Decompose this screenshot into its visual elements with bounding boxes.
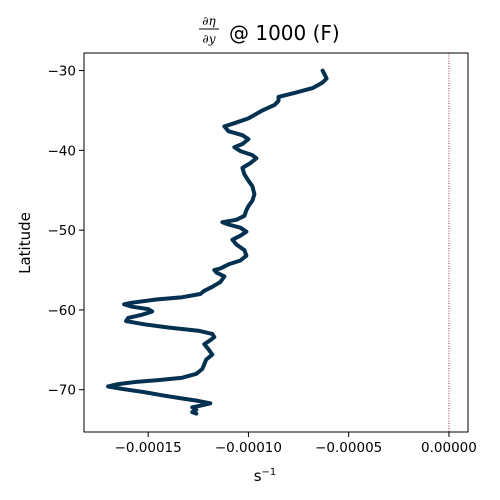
title-fraction-denominator: ∂y xyxy=(203,32,216,46)
series-line-0 xyxy=(106,68,329,416)
y-axis-ticks: −30 −40 −50 −60 −70 xyxy=(48,64,84,399)
y-tick-label-0: −30 xyxy=(48,64,77,80)
x-tick-label-2: −0.00005 xyxy=(315,440,382,456)
y-axis-label: Latitude xyxy=(16,212,34,274)
title-text: @ 1000 (F) xyxy=(229,21,340,45)
chart-title: ∂η ∂y @ 1000 (F) xyxy=(199,14,340,46)
x-tick-label-0: −0.00015 xyxy=(115,440,182,456)
x-axis-label: s−1 xyxy=(254,467,277,485)
y-tick-label-2: −50 xyxy=(48,223,77,239)
y-tick-label-1: −40 xyxy=(48,143,77,159)
x-axis-ticks: −0.00015 −0.00010 −0.00005 0.00000 xyxy=(115,432,477,456)
y-tick-label-4: −70 xyxy=(48,383,77,399)
plot-frame xyxy=(83,52,469,433)
x-tick-label-3: 0.00000 xyxy=(421,440,477,456)
x-tick-label-1: −0.00010 xyxy=(215,440,282,456)
y-tick-label-3: −60 xyxy=(48,303,77,319)
title-fraction-numerator: ∂η xyxy=(202,14,216,28)
x-axis-label-exponent: −1 xyxy=(262,467,277,478)
series-layer xyxy=(106,68,329,416)
